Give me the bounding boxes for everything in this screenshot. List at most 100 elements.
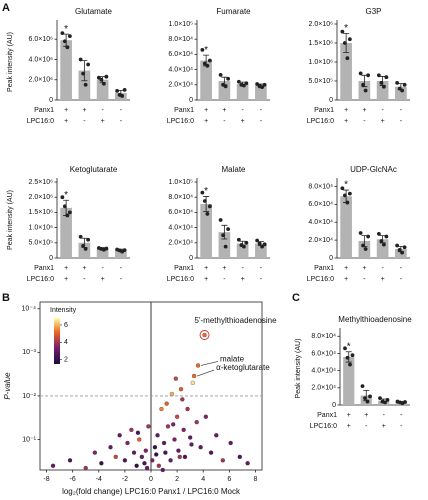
data-point xyxy=(208,450,214,455)
data-point xyxy=(237,454,242,460)
y-tick-label: 10⁻¹ xyxy=(22,436,36,443)
data-point xyxy=(113,454,118,460)
data-point xyxy=(260,85,265,89)
data-point xyxy=(218,218,223,222)
y-tick-label: 0 xyxy=(329,97,333,104)
data-point xyxy=(168,458,173,463)
condition-mark: - xyxy=(381,107,384,114)
condition-label: LPC16:0 xyxy=(27,118,54,125)
data-point xyxy=(347,37,352,42)
data-point xyxy=(260,244,265,249)
data-point xyxy=(78,57,83,62)
condition-mark: + xyxy=(101,276,105,283)
condition-mark: + xyxy=(82,107,86,114)
data-point xyxy=(164,401,169,406)
data-point xyxy=(155,433,160,438)
condition-mark: - xyxy=(241,265,244,272)
data-point xyxy=(402,82,407,87)
chart-title: UDP-GlcNAc xyxy=(350,165,397,174)
data-point xyxy=(384,234,389,239)
y-tick-label: 5.0×10⁵ xyxy=(308,78,333,85)
data-point xyxy=(244,240,249,245)
data-point xyxy=(172,437,177,442)
data-point xyxy=(67,34,72,39)
data-point xyxy=(400,88,405,93)
data-point xyxy=(108,445,113,450)
error-bar xyxy=(81,60,88,82)
data-point xyxy=(202,199,207,203)
y-tick-label: 1.0×10⁵ xyxy=(168,21,193,28)
data-point xyxy=(83,465,88,471)
y-tick-label: 0 xyxy=(49,97,53,104)
condition-label: Panx1 xyxy=(174,107,194,114)
error-bar xyxy=(221,224,228,240)
condition-mark: + xyxy=(382,423,386,430)
bar xyxy=(236,84,249,100)
panel-label: C xyxy=(292,292,300,304)
data-point xyxy=(366,73,371,78)
y-tick-label: 1.0×10⁶ xyxy=(309,59,334,66)
y-axis-label: Peak intensity (AU) xyxy=(7,190,14,250)
data-point xyxy=(60,31,65,36)
data-point xyxy=(363,88,368,93)
data-point xyxy=(361,243,366,248)
data-point xyxy=(65,213,70,218)
y-tick-label: 1.0×10⁵ xyxy=(168,179,193,186)
data-point xyxy=(135,430,141,435)
y-axis-label: Peak intensity (AU) xyxy=(295,339,302,399)
data-point xyxy=(221,233,226,238)
y-tick-label: 2.0×10⁴ xyxy=(308,237,333,244)
condition-mark: + xyxy=(241,276,245,283)
condition-mark: - xyxy=(260,107,263,114)
data-point xyxy=(226,76,231,81)
data-point xyxy=(262,82,267,87)
significance-mark: * xyxy=(347,341,351,352)
y-tick-label: 2.0×10⁴ xyxy=(311,385,336,392)
data-point xyxy=(214,433,219,438)
data-point xyxy=(207,58,212,63)
data-point xyxy=(120,94,125,98)
data-point xyxy=(65,45,70,50)
chart-title: Glutamate xyxy=(75,7,112,16)
data-point xyxy=(137,437,142,442)
panel-label: B xyxy=(2,292,10,304)
data-point xyxy=(358,71,363,76)
data-point xyxy=(345,200,350,205)
data-point xyxy=(115,88,120,93)
condition-mark: + xyxy=(204,276,208,283)
data-point xyxy=(101,81,106,86)
condition-mark: + xyxy=(222,265,226,272)
y-tick-label: 6.0×10⁴ xyxy=(308,201,333,208)
data-point xyxy=(350,353,355,358)
condition-mark: + xyxy=(222,107,226,114)
data-point xyxy=(86,237,91,242)
y-tick-label: 8.0×10⁴ xyxy=(168,36,193,43)
x-axis-label: log₂(fold change) LPC16:0 Panx1 / LPC16:… xyxy=(62,487,241,496)
condition-mark: + xyxy=(364,412,368,419)
chart-title: Fumarate xyxy=(216,7,251,16)
annotated-point xyxy=(202,332,207,338)
condition-mark: + xyxy=(344,276,348,283)
annotation-arrow xyxy=(200,361,219,366)
condition-mark: - xyxy=(223,118,226,125)
data-point xyxy=(194,420,199,425)
condition-mark: - xyxy=(400,423,403,430)
data-point xyxy=(200,190,205,195)
condition-mark: - xyxy=(260,276,263,283)
condition-label: Panx1 xyxy=(174,265,194,272)
data-point xyxy=(257,241,262,246)
data-point xyxy=(255,82,260,86)
data-point xyxy=(345,355,350,360)
data-point xyxy=(376,73,381,78)
highlight-ring xyxy=(199,330,210,340)
data-point xyxy=(189,442,194,447)
y-tick-label: 4.0×10⁶ xyxy=(29,56,54,63)
x-tick-label: -2 xyxy=(122,476,128,483)
data-point xyxy=(81,243,86,248)
bar xyxy=(78,242,91,258)
condition-mark: - xyxy=(381,265,384,272)
bar xyxy=(343,356,355,405)
data-point xyxy=(202,61,207,66)
data-point xyxy=(178,387,184,392)
data-point xyxy=(161,440,167,446)
